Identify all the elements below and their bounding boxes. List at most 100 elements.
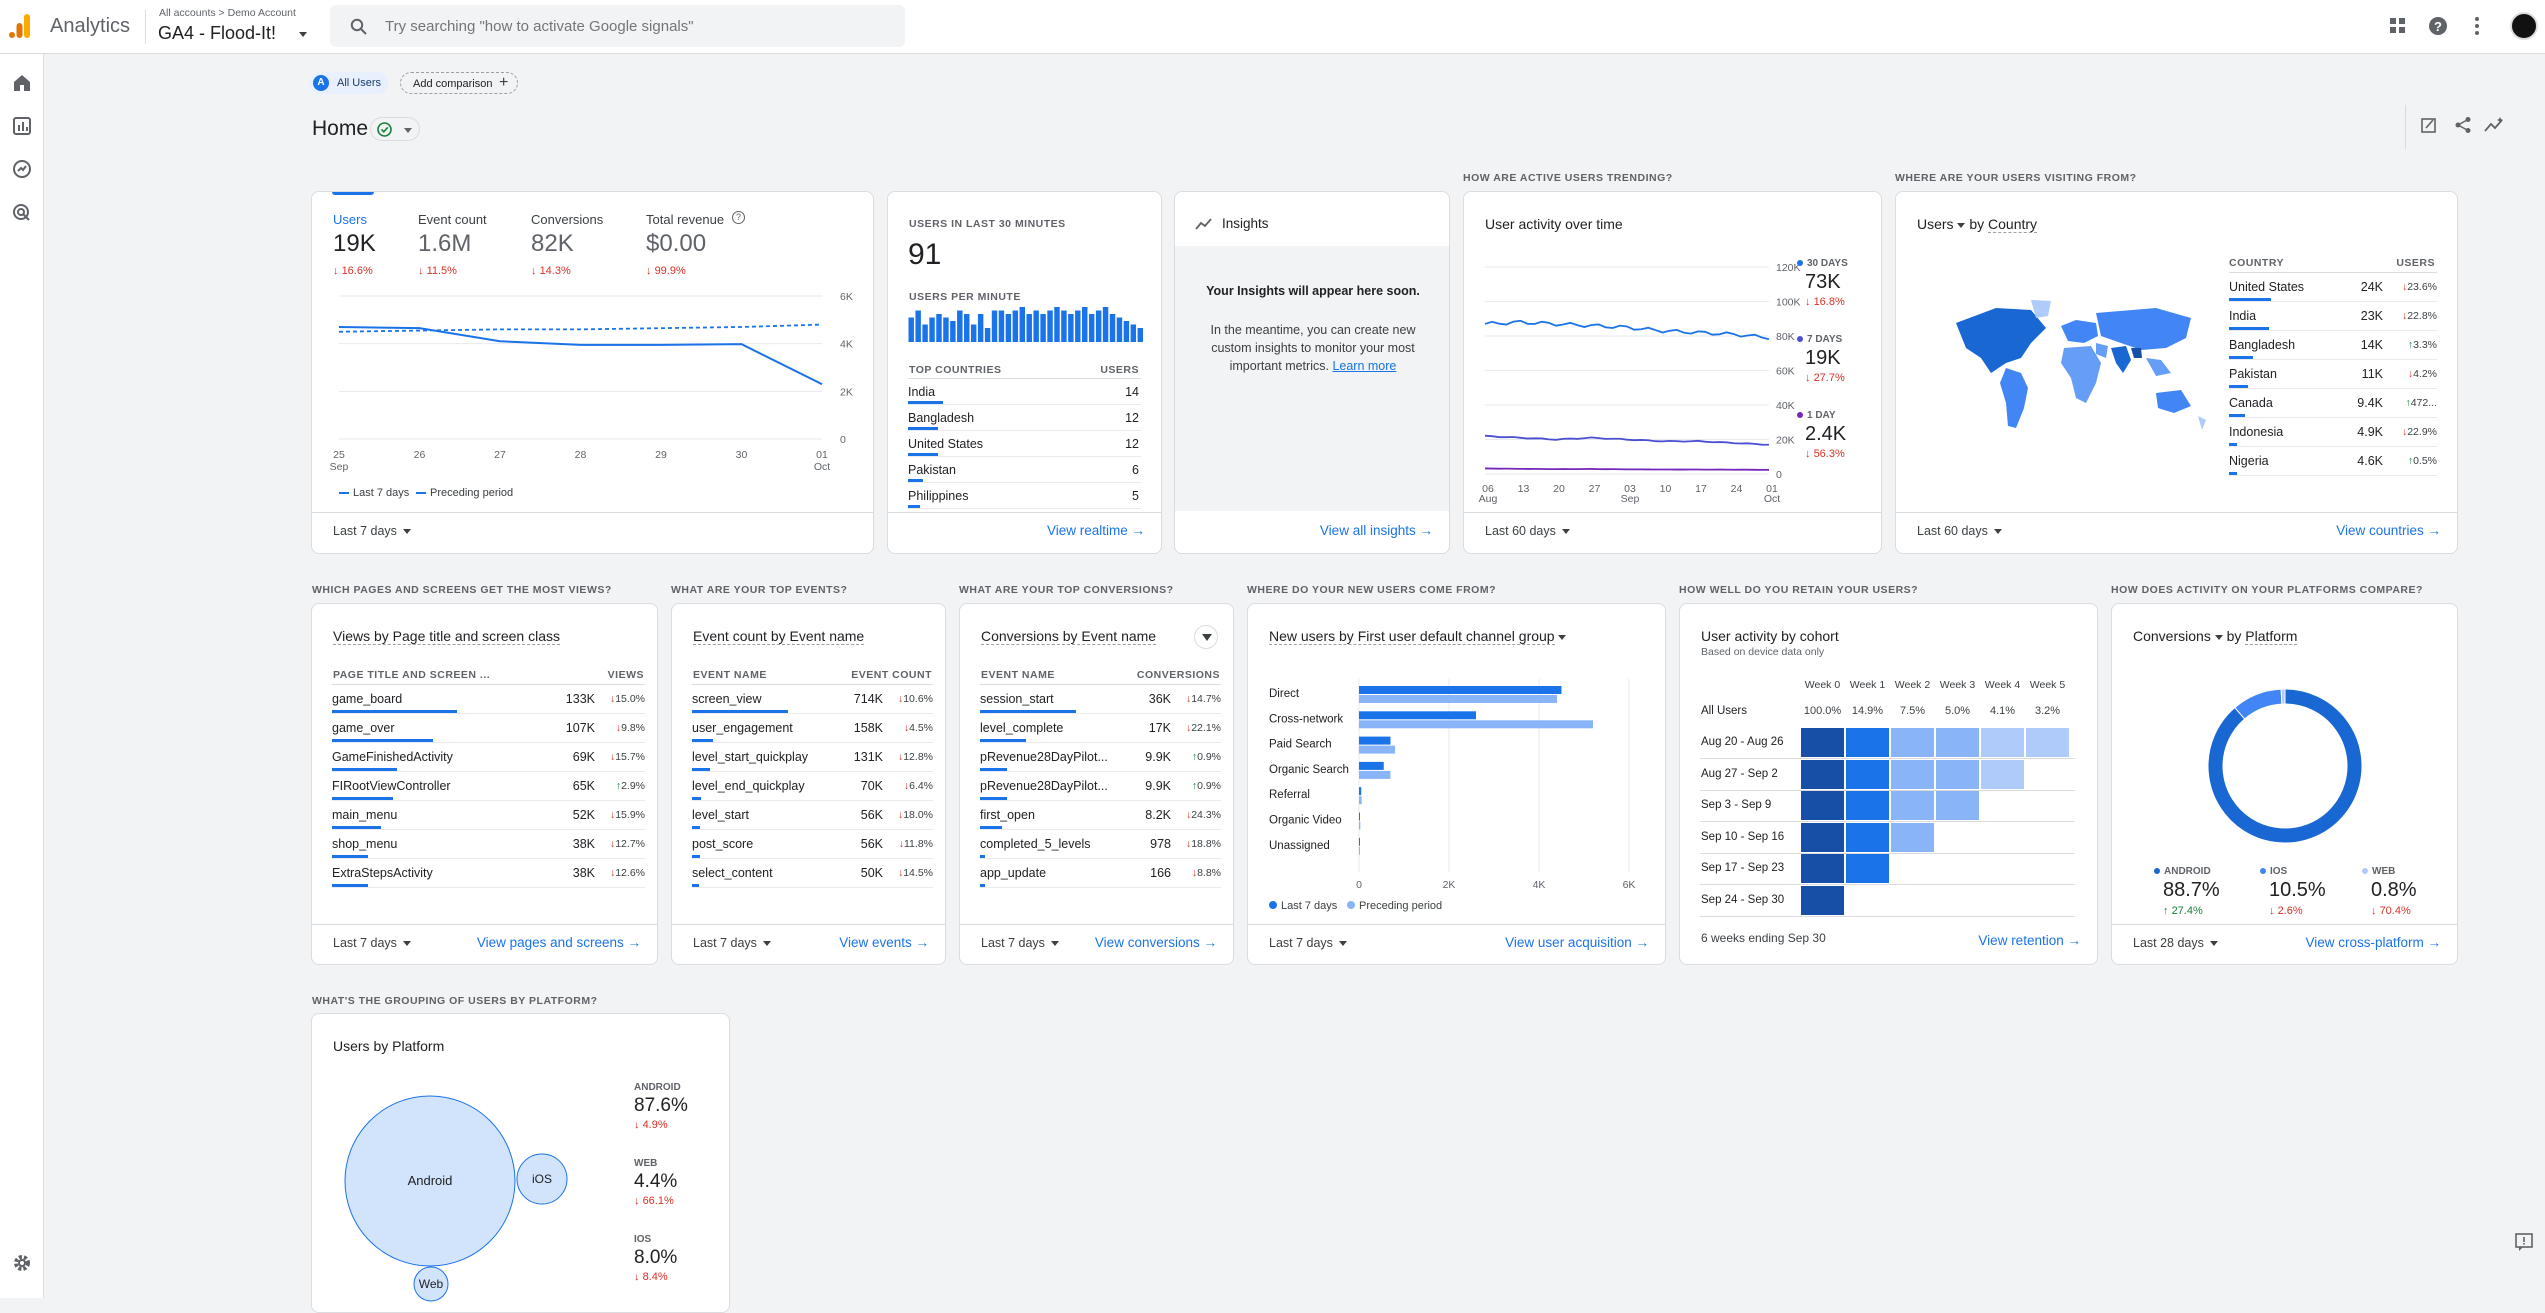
cohort-cell[interactable]	[1981, 728, 2024, 757]
table-row[interactable]: level_complete 17K ↓22.1%	[980, 714, 1221, 743]
metric-tab-label[interactable]: Users	[333, 212, 367, 227]
date-range-dropdown[interactable]: Last 7 days	[333, 936, 411, 950]
metric-tab-label[interactable]: Total revenue	[646, 212, 725, 227]
apps-grid-icon[interactable]	[2389, 17, 2407, 35]
table-row[interactable]: pRevenue28DayPilot... 9.9K ↑0.9%	[980, 743, 1221, 772]
date-range-dropdown[interactable]: Last 28 days	[2133, 936, 2219, 950]
search-bar[interactable]	[330, 5, 905, 47]
conversions-title[interactable]: Conversions by Event name	[981, 628, 1157, 645]
country-row[interactable]: Pakistan 11K ↓4.2%	[2229, 360, 2437, 389]
metric-tab-label[interactable]: Conversions	[531, 212, 604, 227]
cohort-cell[interactable]	[1891, 791, 1934, 820]
view-countries-link[interactable]: View countries →	[2336, 523, 2441, 538]
breadcrumb-account[interactable]: Demo Account	[227, 7, 296, 19]
country-row[interactable]: Nigeria 4.6K ↑0.5%	[2229, 447, 2437, 476]
date-range-dropdown[interactable]: Last 7 days	[1269, 936, 1348, 950]
cohort-cell[interactable]	[1801, 822, 1844, 852]
view-user-acquisition-link[interactable]: View user acquisition →	[1505, 935, 1649, 950]
add-comparison-button[interactable]: Add comparison +	[400, 72, 518, 94]
cohort-cell[interactable]	[1846, 791, 1889, 820]
cohort-cell[interactable]	[1891, 822, 1934, 852]
table-row[interactable]: GameFinishedActivity 69K ↓15.7%	[332, 743, 645, 772]
pages-view-link[interactable]: View pages and screens →	[476, 935, 641, 950]
col-header-value[interactable]: EVENT COUNT	[851, 669, 932, 681]
property-name[interactable]: GA4 - Flood-It!	[158, 23, 277, 43]
filter-icon[interactable]	[1194, 625, 1218, 649]
col-header-name[interactable]: EVENT NAME	[981, 669, 1055, 681]
reports-icon[interactable]	[11, 115, 33, 137]
cohort-cell[interactable]	[1936, 791, 1979, 820]
advertising-icon[interactable]	[11, 201, 33, 223]
table-row[interactable]: session_start 36K ↓14.7%	[980, 685, 1221, 714]
breadcrumb-all-accounts[interactable]: All accounts	[159, 7, 216, 19]
more-vert-icon[interactable]	[2473, 16, 2481, 36]
insights-spark-icon[interactable]	[2484, 116, 2504, 134]
conversions-view-link[interactable]: View conversions →	[1094, 935, 1217, 950]
view-all-insights-link[interactable]: View all insights →	[1319, 523, 1433, 538]
cohort-cell[interactable]	[1936, 759, 1979, 789]
country-row[interactable]: Canada 9.4K ↑472...	[2229, 389, 2437, 418]
metric-selector[interactable]: Conversions	[2133, 628, 2211, 644]
info-icon[interactable]: ?	[732, 211, 745, 224]
date-range-dropdown[interactable]: Last 7 days	[333, 524, 412, 538]
customize-icon[interactable]	[2420, 116, 2438, 134]
table-row[interactable]: app_update 166 ↓8.8%	[980, 859, 1221, 888]
table-row[interactable]: game_over 107K ↓9.8%	[332, 714, 645, 743]
cohort-cell[interactable]	[1891, 759, 1934, 789]
date-range-dropdown[interactable]: Last 7 days	[981, 936, 1059, 950]
col-header-name[interactable]: EVENT NAME	[693, 669, 767, 681]
learn-more-link[interactable]: Learn more	[1332, 359, 1397, 373]
cohort-cell[interactable]	[1846, 728, 1889, 757]
table-row[interactable]: select_content 50K ↓14.5%	[692, 859, 933, 888]
table-row[interactable]: shop_menu 38K ↓12.7%	[332, 830, 645, 859]
table-row[interactable]: post_score 56K ↓11.8%	[692, 830, 933, 859]
table-row[interactable]: screen_view 714K ↓10.6%	[692, 685, 933, 714]
table-row[interactable]: game_board 133K ↓15.0%	[332, 685, 645, 714]
cohort-cell[interactable]	[1936, 728, 1979, 757]
acquisition-title[interactable]: New users by First user default channel …	[1269, 628, 1567, 645]
avatar[interactable]	[2510, 12, 2538, 40]
table-row[interactable]: completed_5_levels 978 ↓18.8%	[980, 830, 1221, 859]
feedback-icon[interactable]	[2514, 1232, 2534, 1252]
account-picker[interactable]: All accounts > Demo Account GA4 - Flood-…	[156, 6, 316, 48]
home-icon[interactable]	[11, 72, 33, 94]
table-row[interactable]: pRevenue28DayPilot... 9.9K ↑0.9%	[980, 772, 1221, 801]
table-row[interactable]: level_start 56K ↓18.0%	[692, 801, 933, 830]
cohort-cell[interactable]	[1801, 728, 1844, 757]
segment-chip[interactable]: A All Users	[310, 72, 388, 94]
metric-selector[interactable]: Users	[1917, 216, 1954, 232]
cohort-cell[interactable]	[1801, 791, 1844, 820]
col-header-value[interactable]: VIEWS	[607, 669, 644, 681]
view-cross-platform-link[interactable]: View cross-platform →	[2305, 935, 2441, 950]
dimension-selector[interactable]: Platform	[2245, 628, 2298, 645]
cohort-cell[interactable]	[1891, 728, 1934, 757]
help-icon[interactable]: ?	[2428, 16, 2448, 36]
events-view-link[interactable]: View events →	[839, 935, 929, 950]
cohort-cell[interactable]	[1846, 822, 1889, 852]
country-row[interactable]: Bangladesh 14K ↑3.3%	[2229, 331, 2437, 360]
table-row[interactable]: FIRootViewController 65K ↑2.9%	[332, 772, 645, 801]
date-range-dropdown[interactable]: Last 7 days	[693, 936, 771, 950]
cohort-cell[interactable]	[1846, 854, 1889, 883]
date-range-dropdown[interactable]: Last 60 days	[1917, 524, 2003, 538]
cohort-cell[interactable]	[1801, 885, 1844, 915]
pages-title[interactable]: Views by Page title and screen class	[333, 628, 560, 645]
explore-icon[interactable]	[11, 158, 33, 180]
view-retention-link[interactable]: View retention →	[1978, 933, 2081, 948]
search-input[interactable]	[385, 16, 885, 36]
admin-gear-icon[interactable]	[11, 1252, 33, 1274]
table-row[interactable]: user_engagement 158K ↓4.5%	[692, 714, 933, 743]
country-row[interactable]: United States 24K ↓23.6%	[2229, 273, 2437, 302]
share-icon[interactable]	[2454, 116, 2472, 134]
country-row[interactable]: India 23K ↓22.8%	[2229, 302, 2437, 331]
cohort-cell[interactable]	[1801, 854, 1844, 883]
col-header-value[interactable]: CONVERSIONS	[1136, 669, 1220, 681]
status-chip[interactable]	[370, 117, 420, 141]
country-row[interactable]: Indonesia 4.9K ↓22.9%	[2229, 418, 2437, 447]
table-row[interactable]: main_menu 52K ↓15.9%	[332, 801, 645, 830]
col-header-name[interactable]: PAGE TITLE AND SCREEN ...	[333, 669, 491, 681]
table-row[interactable]: first_open 8.2K ↓24.3%	[980, 801, 1221, 830]
metric-tab-label[interactable]: Event count	[418, 212, 487, 227]
events-title[interactable]: Event count by Event name	[693, 628, 865, 645]
cohort-cell[interactable]	[2026, 728, 2069, 757]
